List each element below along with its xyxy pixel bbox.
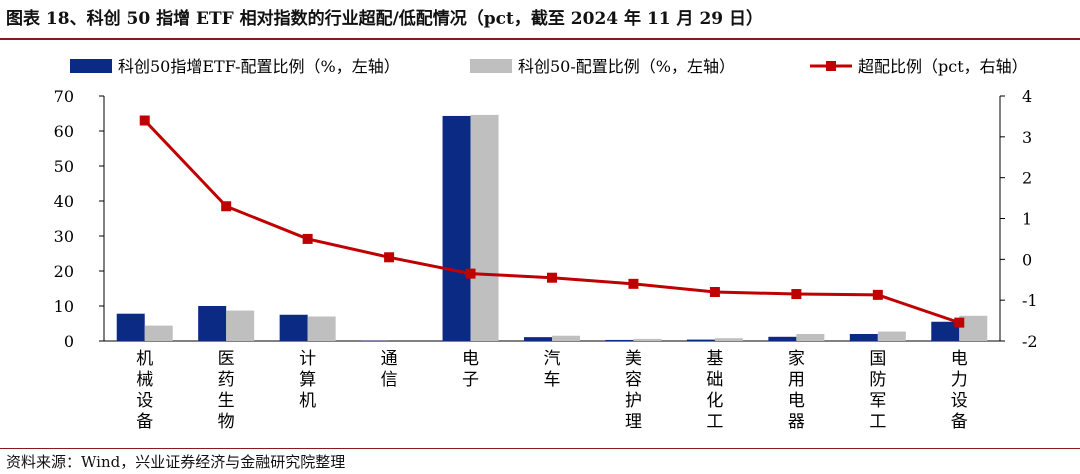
category-label: 通信 xyxy=(381,349,398,390)
left-tick-label: 60 xyxy=(54,122,74,141)
right-tick-label: -2 xyxy=(1022,332,1038,351)
right-tick-label: -1 xyxy=(1022,291,1038,310)
category-label: 美容护理 xyxy=(625,349,642,432)
legend-label: 科创50指增ETF-配置比例（%，左轴） xyxy=(118,57,400,76)
bar-index xyxy=(877,331,906,341)
bar-index xyxy=(307,316,336,341)
legend-swatch xyxy=(470,59,512,73)
overweight-point xyxy=(709,287,720,297)
bar-index xyxy=(226,310,255,341)
bar-index xyxy=(633,338,662,341)
overweight-line xyxy=(143,119,960,325)
overweight-point xyxy=(628,278,639,289)
left-tick-label: 10 xyxy=(54,297,74,316)
bar-etf xyxy=(279,314,308,341)
overweight-point xyxy=(791,289,802,300)
bar-index xyxy=(470,114,499,342)
right-tick-label: 3 xyxy=(1022,128,1032,147)
overweight-point xyxy=(302,233,313,244)
category-label: 电力设备 xyxy=(951,349,968,432)
bar-etf xyxy=(524,337,552,341)
bar-etf xyxy=(931,321,960,341)
overweight-point xyxy=(384,252,395,263)
left-tick-label: 0 xyxy=(64,332,74,351)
chart-title: 图表 18、科创 50 指增 ETF 相对指数的行业超配/低配情况（pct，截至… xyxy=(6,9,764,29)
right-tick-label: 0 xyxy=(1022,250,1032,269)
right-tick-label: 4 xyxy=(1022,87,1032,106)
left-tick-label: 40 xyxy=(54,192,74,211)
category-label: 基础化工 xyxy=(706,349,723,432)
left-tick-label: 20 xyxy=(54,262,74,281)
source-note: 资料来源：Wind，兴业证券经济与金融研究院整理 xyxy=(6,453,346,471)
bar-etf xyxy=(605,339,634,341)
legend-label: 科创50-配置比例（%，左轴） xyxy=(518,57,735,76)
category-label: 国防军工 xyxy=(869,349,886,432)
overweight-point xyxy=(872,289,883,300)
overweight-point xyxy=(547,272,557,283)
source-divider xyxy=(0,448,1080,449)
category-label: 计算机 xyxy=(299,349,316,411)
bar-etf xyxy=(768,336,797,341)
category-label: 电子 xyxy=(462,349,479,390)
overweight-point xyxy=(221,201,232,212)
bar-index xyxy=(796,334,825,341)
category-label: 医药生物 xyxy=(218,349,235,432)
category-label: 机械设备 xyxy=(136,349,153,432)
left-tick-label: 70 xyxy=(54,87,74,106)
bar-etf xyxy=(442,115,471,341)
title-divider xyxy=(0,38,1080,40)
legend-label: 超配比例（pct，右轴） xyxy=(858,57,1028,76)
category-label: 家用电器 xyxy=(788,349,805,432)
overweight-point xyxy=(465,268,476,279)
right-tick-label: 1 xyxy=(1022,210,1032,229)
bar-etf xyxy=(686,339,715,341)
category-label: 汽车 xyxy=(544,349,561,390)
legend-swatch xyxy=(70,59,112,73)
bar-etf xyxy=(849,334,878,341)
right-tick-label: 2 xyxy=(1022,169,1032,188)
left-tick-label: 30 xyxy=(54,227,74,246)
left-tick-label: 50 xyxy=(54,157,74,176)
bar-index xyxy=(144,325,173,341)
legend-marker xyxy=(826,61,836,71)
bar-index xyxy=(714,338,743,341)
overweight-point xyxy=(954,317,965,328)
overweight-point xyxy=(139,115,150,126)
bar-index xyxy=(552,335,580,341)
bar-etf xyxy=(198,306,227,341)
bar-etf xyxy=(116,313,145,341)
